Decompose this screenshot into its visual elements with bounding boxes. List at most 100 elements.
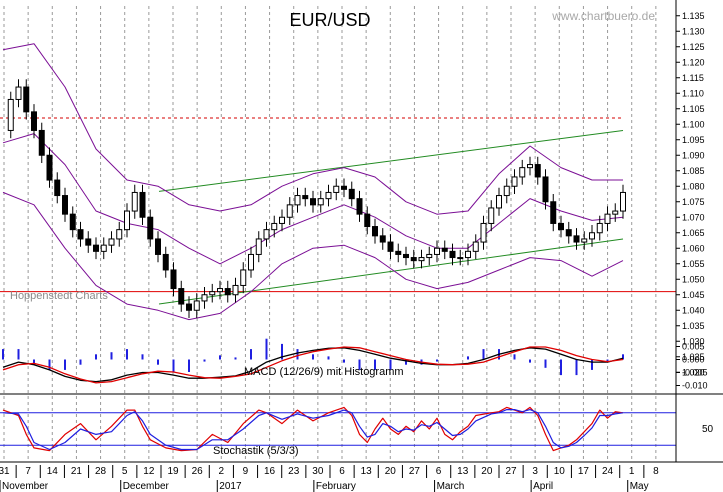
macd-histogram-bar — [358, 359, 361, 370]
candle-down — [69, 213, 76, 231]
price-tick-label: 1.040 — [682, 305, 705, 315]
date-tick-label: 27 — [505, 466, 517, 477]
price-tick-label: 1.100 — [682, 119, 705, 129]
date-tick-label: 24 — [602, 466, 614, 477]
macd-histogram-bar — [203, 359, 206, 362]
macd-tick-label: -0.005 — [682, 368, 708, 378]
panel-frames — [0, 393, 723, 463]
candle-down — [93, 244, 99, 252]
candle-up — [116, 229, 123, 240]
candle-up — [294, 195, 301, 206]
macd-histogram-bar — [48, 359, 51, 370]
month-label: April — [533, 481, 553, 492]
date-tick-label: 3 — [532, 466, 538, 477]
price-tick-label: 1.055 — [682, 259, 705, 269]
candle-down — [170, 269, 177, 290]
price-tick-label: 1.085 — [682, 166, 705, 176]
candle-up — [503, 185, 510, 197]
candle-down — [54, 179, 61, 197]
stoch-tick-label: 50 — [702, 424, 714, 435]
candle-up — [480, 222, 487, 243]
macd-histogram-bar — [591, 359, 593, 370]
macd-histogram-bar — [343, 359, 345, 363]
macd-histogram-bar — [544, 359, 547, 368]
date-tick-label: 10 — [554, 466, 566, 477]
date-tick-label: 9 — [243, 466, 249, 477]
macd-tick-label: -0.010 — [682, 381, 708, 391]
macd-histogram-bar — [95, 354, 97, 360]
candle-down — [558, 222, 564, 231]
date-tick-label: 7 — [25, 466, 31, 477]
candle-down — [31, 111, 37, 131]
candle-down — [449, 250, 456, 259]
candle-down — [224, 288, 231, 296]
candle-up — [612, 210, 619, 215]
candle-up — [124, 210, 130, 231]
date-tick-label: 27 — [409, 466, 421, 477]
macd-histogram-bar — [467, 356, 469, 360]
candle-up — [286, 204, 293, 218]
date-tick-label: 1 — [629, 466, 635, 477]
stochastic-panel — [0, 406, 676, 452]
macd-histogram-bar — [312, 354, 314, 360]
month-label: 2017 — [219, 481, 242, 492]
candle-down — [23, 86, 30, 113]
chart-title: EUR/USD — [289, 10, 370, 30]
candle-down — [62, 195, 68, 215]
macd-histogram-bar — [296, 349, 299, 360]
macd-histogram-bar — [436, 359, 438, 362]
macd-histogram-bar — [405, 359, 407, 365]
price-tick-label: 1.075 — [682, 197, 705, 207]
price-tick-label: 1.065 — [682, 228, 705, 238]
candle-up — [527, 164, 533, 169]
candle-down — [379, 235, 386, 243]
macd-histogram-bar — [219, 355, 221, 360]
candle-up — [279, 216, 285, 224]
candle-up — [131, 191, 138, 212]
price-tick-label: 1.020 — [682, 367, 705, 377]
month-label: November — [2, 481, 49, 492]
candle-up — [248, 253, 254, 271]
candle-up — [108, 238, 115, 246]
date-tick-label: 12 — [143, 466, 155, 477]
candle-up — [201, 294, 208, 302]
price-tick-label: 1.095 — [682, 135, 705, 145]
macd-histogram-bar — [575, 359, 578, 376]
candle-up — [488, 207, 495, 224]
macd-histogram-bar — [529, 359, 531, 363]
price-tick-label: 1.115 — [682, 73, 704, 83]
signal-line — [2, 346, 624, 384]
candle-down — [403, 253, 409, 259]
candle-down — [178, 288, 185, 305]
candle-up — [7, 98, 14, 131]
price-tick-label: 1.035 — [682, 321, 705, 331]
candle-down — [38, 129, 45, 156]
candle-down — [348, 188, 355, 200]
price-tick-label: 1.070 — [682, 212, 705, 222]
macd-histogram-bar — [265, 338, 268, 360]
price-tick-label: 1.090 — [682, 150, 705, 160]
macd-histogram-bar — [17, 349, 20, 360]
candle-up — [418, 257, 425, 262]
date-tick-label: 13 — [361, 466, 373, 477]
month-label: December — [123, 481, 170, 492]
stochastic-label: Stochastik (5/3/3) — [213, 445, 299, 457]
price-tick-label: 1.045 — [682, 290, 705, 300]
price-tick-label: 1.125 — [682, 42, 705, 52]
macd-histogram-bar — [560, 359, 562, 376]
candle-down — [155, 238, 161, 255]
bollinger-lower — [2, 191, 624, 321]
candle-down — [372, 226, 378, 237]
date-tick-label: 13 — [457, 466, 469, 477]
candle-up — [496, 195, 502, 209]
macd-histogram-bar — [126, 349, 128, 360]
candle-down — [139, 191, 146, 218]
month-label: May — [630, 481, 649, 492]
macd-histogram-bar — [172, 359, 175, 372]
macd-histogram-bar — [110, 352, 113, 360]
candle-down — [302, 195, 309, 200]
candle-up — [426, 253, 433, 259]
candle-up — [596, 222, 603, 234]
macd-histogram-bar — [482, 349, 485, 360]
macd-histogram-bar — [2, 349, 4, 360]
